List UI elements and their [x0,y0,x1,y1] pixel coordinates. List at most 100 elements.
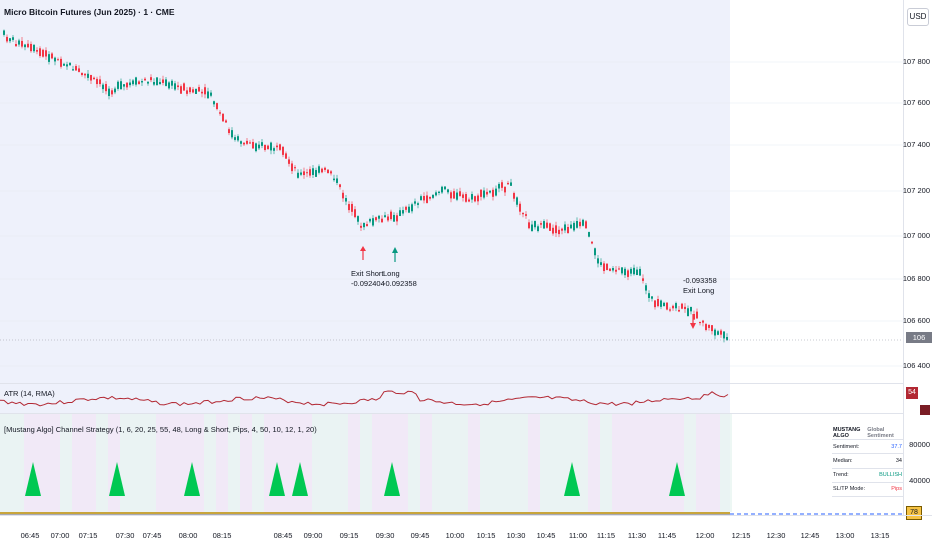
price-tick-label: 106 800 [902,274,930,283]
candle-body [90,75,92,81]
candle-body [3,30,5,35]
dashboard-row-sentiment: Sentiment: 37.7 [832,440,903,455]
candle-body [198,87,200,92]
atr-value-badge: 54 [906,387,918,399]
long-arrow [392,247,398,262]
dashboard-header-left: MUSTANG ALGO [833,426,861,439]
candle-body [447,189,449,193]
candle-body [300,172,302,175]
time-tick-label: 08:45 [273,531,293,540]
sentiment-band [360,414,372,512]
atr-indicator-pane[interactable]: ATR (14, RMA) [0,383,903,414]
candle-body [552,227,554,234]
candle-body [291,163,293,172]
dashboard-header-right: Global Sentiment [867,426,894,439]
sentiment-band [648,414,660,512]
price-tick-label: 107 800 [902,57,930,66]
candle-body [267,145,269,150]
strategy-pane[interactable]: [Mustang Algo] Channel Strategy (1, 6, 2… [0,413,903,516]
strategy-scale-label: 80000 [909,440,930,449]
sentiment-band [240,414,252,512]
candlestick-chart[interactable] [0,0,903,383]
exit-short-annotation: Exit Short -0.092404 [351,269,385,289]
candle-body [87,73,89,78]
buy-signal-triangle [25,462,41,496]
candle-body [45,50,47,57]
sentiment-band [228,414,240,512]
candle-body [153,82,155,85]
price-tick-label: 107 400 [902,140,930,149]
candle-body [687,308,689,317]
candle-body [195,88,197,95]
candle-body [483,190,485,198]
candle-body [360,225,362,228]
candle-body [339,184,341,188]
candle-body [564,224,566,231]
dashboard-row-trend: Trend: BULLISH [832,469,903,483]
mustang-dashboard-table: MUSTANG ALGO Global Sentiment Sentiment:… [832,426,903,497]
time-tick-label: 07:30 [115,531,135,540]
candle-body [516,197,518,205]
candle-body [489,190,491,193]
candle-body [660,300,662,307]
time-tick-label: 07:15 [78,531,98,540]
buy-signal-triangle [669,462,685,496]
candle-body [414,201,416,204]
candle-body [543,221,545,229]
candle-body [261,142,263,146]
sentiment-band [588,414,600,512]
candle-body [591,241,593,244]
candle-body [519,203,521,212]
candle-body [462,194,464,198]
strategy-title[interactable]: [Mustang Algo] Channel Strategy (1, 6, 2… [4,425,317,434]
candle-body [537,226,539,232]
candle-body [423,196,425,201]
candle-body [237,136,239,141]
candle-body [390,211,392,220]
candle-body [525,214,527,216]
candle-body [249,142,251,144]
candle-body [468,199,470,202]
sentiment-band [672,414,684,512]
time-axis[interactable]: 06:45 07:00 07:15 07:30 07:45 08:00 08:15 08:45… [0,515,932,551]
sentiment-band [708,414,720,512]
price-axis[interactable] [903,0,932,515]
candle-body [117,81,119,89]
candle-body [333,178,335,181]
sentiment-band [468,414,480,512]
symbol-title[interactable]: Micro Bitcoin Futures (Jun 2025) · 1 · C… [4,7,175,17]
candle-body [303,171,305,176]
candle-body [396,215,398,222]
candle-body [288,159,290,164]
candle-body [324,167,326,170]
candle-body [27,43,29,48]
candle-body [84,73,86,76]
price-chart-pane[interactable]: Micro Bitcoin Futures (Jun 2025) · 1 · C… [0,0,903,383]
candle-body [633,267,635,275]
long-label: Long [383,269,400,278]
time-tick-label: 12:15 [731,531,751,540]
candle-body [162,79,164,83]
currency-button[interactable]: USD [907,8,929,26]
time-tick-label: 07:00 [50,531,70,540]
atr-title[interactable]: ATR (14, RMA) [4,389,55,398]
time-tick-label: 11:00 [568,531,588,540]
time-tick-label: 11:45 [657,531,677,540]
candle-body [657,299,659,307]
time-tick-label: 13:15 [870,531,890,540]
candle-body [717,331,719,335]
exit-long-value: -0.093358 [683,276,717,285]
sentiment-band [156,414,168,512]
strategy-scale-label: 40000 [909,476,930,485]
candle-body [549,223,551,231]
candle-body [33,44,35,52]
sentiment-band [96,414,108,512]
candle-body [600,262,602,265]
candle-body [189,87,191,93]
candle-body [54,57,56,62]
sentiment-band [0,414,12,512]
sentiment-band [396,414,408,512]
candle-body [585,221,587,229]
candle-body [171,80,173,86]
candle-body [207,91,209,99]
